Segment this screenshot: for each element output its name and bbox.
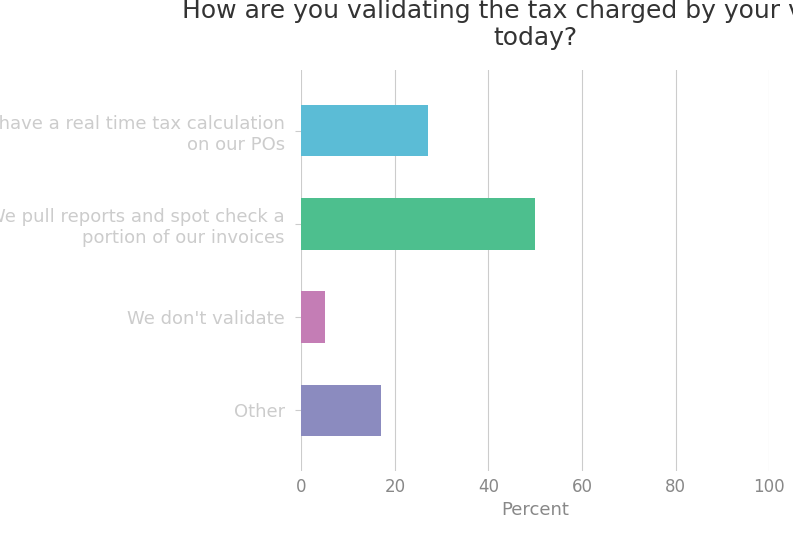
Bar [301, 199, 535, 249]
Title: How are you validating the tax charged by your vendors
today?: How are you validating the tax charged b… [182, 0, 793, 50]
X-axis label: Percent: Percent [501, 501, 569, 519]
Bar [301, 292, 325, 342]
Bar [301, 385, 381, 436]
Bar [301, 105, 427, 156]
